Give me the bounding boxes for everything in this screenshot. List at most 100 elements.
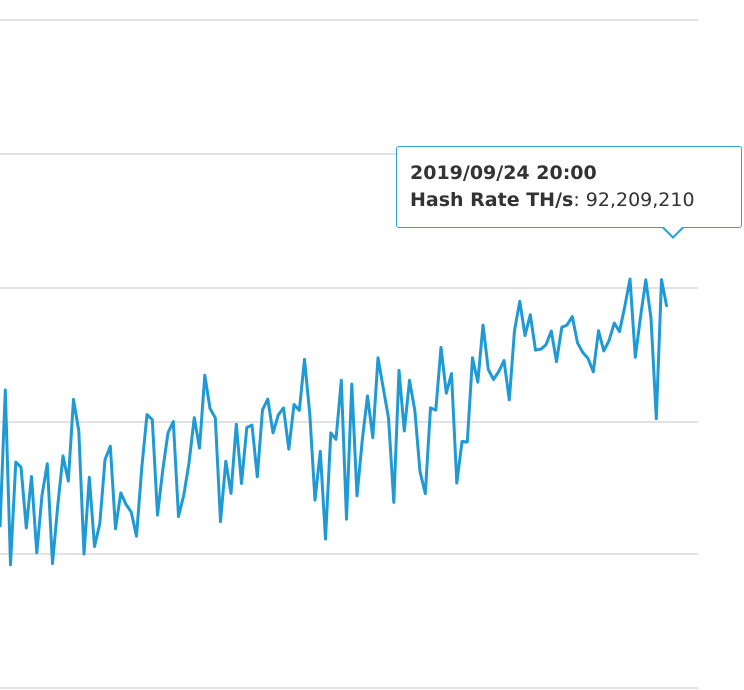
data-point[interactable] [97,521,102,526]
data-point[interactable] [87,475,92,480]
data-point[interactable] [150,417,155,422]
data-point[interactable] [61,453,66,458]
data-point[interactable] [607,338,612,343]
data-point[interactable] [376,355,381,360]
data-point[interactable] [328,430,333,435]
data-point[interactable] [45,461,50,466]
data-point[interactable] [470,355,475,360]
data-point[interactable] [628,277,633,282]
data-point[interactable] [486,367,491,372]
data-point[interactable] [145,412,150,417]
data-point[interactable] [208,406,213,411]
data-point[interactable] [181,493,186,498]
data-point[interactable] [481,323,486,328]
data-point[interactable] [187,461,192,466]
data-point[interactable] [528,312,533,317]
data-point[interactable] [34,550,39,555]
data-point[interactable] [113,526,118,531]
data-point[interactable] [92,544,97,549]
data-point[interactable] [334,437,339,442]
data-point[interactable] [596,328,601,333]
data-point[interactable] [633,355,638,360]
data-point[interactable] [412,408,417,413]
data-point[interactable] [649,316,654,321]
data-point[interactable] [407,378,412,383]
data-point[interactable] [391,500,396,505]
data-point[interactable] [339,378,344,383]
data-point[interactable] [134,534,139,539]
data-point[interactable] [381,386,386,391]
data-point[interactable] [176,514,181,519]
data-point[interactable] [255,474,260,479]
data-point[interactable] [297,408,302,413]
data-point[interactable] [29,474,34,479]
data-point[interactable] [523,333,528,338]
data-point[interactable] [622,304,627,309]
data-point[interactable] [19,465,24,470]
data-point[interactable] [370,435,375,440]
data-point[interactable] [244,425,249,430]
data-point[interactable] [40,493,45,498]
data-point[interactable] [139,465,144,470]
data-point[interactable] [507,397,512,402]
data-point[interactable] [103,457,108,462]
data-point[interactable] [360,437,365,442]
data-point[interactable] [166,430,171,435]
data-point[interactable] [612,321,617,326]
data-point[interactable] [538,347,543,352]
data-point[interactable] [234,422,239,427]
data-point[interactable] [213,415,218,420]
data-point[interactable] [454,481,459,486]
data-point[interactable] [355,493,360,498]
data-point[interactable] [171,419,176,424]
data-point[interactable] [202,373,207,378]
data-point[interactable] [271,430,276,435]
data-point[interactable] [229,491,234,496]
data-point[interactable] [344,517,349,522]
data-point[interactable] [444,391,449,396]
data-point[interactable] [55,503,60,508]
data-point[interactable] [570,314,575,319]
data-point[interactable] [591,369,596,374]
data-point[interactable] [260,407,265,412]
data-point[interactable] [108,444,113,449]
data-point[interactable] [428,405,433,410]
data-point[interactable] [643,277,648,282]
data-point[interactable] [76,429,81,434]
data-point[interactable] [397,368,402,373]
data-point[interactable] [475,380,480,385]
data-point[interactable] [465,440,470,445]
data-point[interactable] [3,388,8,393]
data-point[interactable] [580,350,585,355]
data-point[interactable] [460,439,465,444]
data-point[interactable] [250,423,255,428]
data-point[interactable] [66,479,71,484]
data-point[interactable] [313,498,318,503]
data-point[interactable] [554,359,559,364]
data-point[interactable] [192,415,197,420]
data-point[interactable] [517,299,522,304]
data-point[interactable] [601,348,606,353]
data-point[interactable] [512,328,517,333]
data-point[interactable] [533,348,538,353]
data-point[interactable] [50,561,55,566]
data-point[interactable] [659,277,664,282]
data-point[interactable] [197,446,202,451]
data-point[interactable] [617,329,622,334]
data-point[interactable] [276,412,281,417]
data-point[interactable] [365,393,370,398]
data-point[interactable] [24,526,29,531]
data-point[interactable] [218,519,223,524]
data-point[interactable] [155,513,160,518]
data-point[interactable] [449,371,454,376]
data-point[interactable] [302,357,307,362]
data-point[interactable] [281,405,286,410]
data-point[interactable] [491,377,496,382]
data-point[interactable] [0,525,3,530]
data-point[interactable] [559,325,564,330]
data-point[interactable] [544,342,549,347]
data-point[interactable] [565,323,570,328]
data-point[interactable] [439,345,444,350]
data-point[interactable] [549,329,554,334]
data-point[interactable] [654,416,659,421]
